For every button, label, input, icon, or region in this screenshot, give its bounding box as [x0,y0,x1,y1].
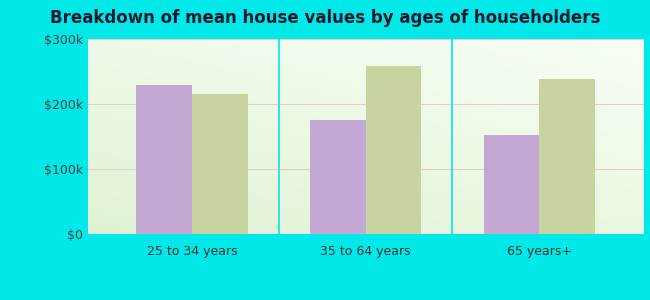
Bar [365,66,421,234]
Bar [136,85,192,234]
Text: Breakdown of mean house values by ages of householders: Breakdown of mean house values by ages o… [50,9,600,27]
Bar [310,120,365,234]
Bar [484,135,540,234]
Bar [540,79,595,234]
Bar [192,94,248,234]
